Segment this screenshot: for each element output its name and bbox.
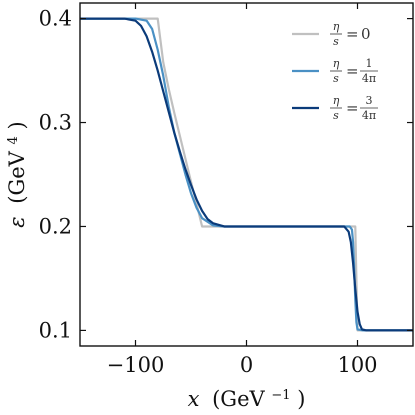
legend-entry-0: ηs = 0: [292, 20, 371, 48]
ticks-layer: −100 0 100 0.1 0.2 0.3 0.4: [39, 3, 413, 377]
y-tick-label: 0.2: [39, 214, 72, 238]
legend-value-den: 4π: [362, 109, 376, 122]
legend-equals: =: [346, 62, 359, 80]
x-tick-label: 100: [337, 353, 377, 377]
legend-entry-2: ηs = 3 4π: [292, 94, 378, 122]
legend-frac-den: s: [333, 109, 339, 122]
y-tick-label: 0.4: [39, 7, 72, 31]
legend-frac-num: η: [333, 20, 340, 33]
y-tick-label: 0.1: [39, 318, 72, 342]
legend-frac-den: s: [333, 72, 339, 85]
legend-value-num: 3: [366, 94, 373, 107]
legend-entry-1: ηs = 1 4π: [292, 57, 378, 85]
legend-frac-num: η: [333, 57, 340, 70]
y-axis-label: ε (GeV 4 ): [5, 121, 29, 227]
legend-value-num: 1: [366, 57, 373, 70]
plot-frame: [79, 2, 414, 347]
series-line-0: [80, 17, 413, 332]
series-line-2: [80, 17, 413, 332]
legend-value: 0: [361, 25, 371, 43]
legend-equals: =: [346, 99, 359, 117]
legend-equals: =: [346, 25, 359, 43]
legend-frac-num: η: [333, 94, 340, 107]
series-line-1: [80, 17, 413, 332]
x-tick-label: −100: [107, 353, 165, 377]
x-axis-label: x (GeV −1 ): [188, 387, 306, 411]
legend-value-den: 4π: [362, 72, 376, 85]
legend-frac-den: s: [333, 35, 339, 48]
x-tick-label: 0: [240, 353, 253, 377]
series-layer: [80, 17, 413, 332]
y-tick-label: 0.3: [39, 111, 72, 135]
